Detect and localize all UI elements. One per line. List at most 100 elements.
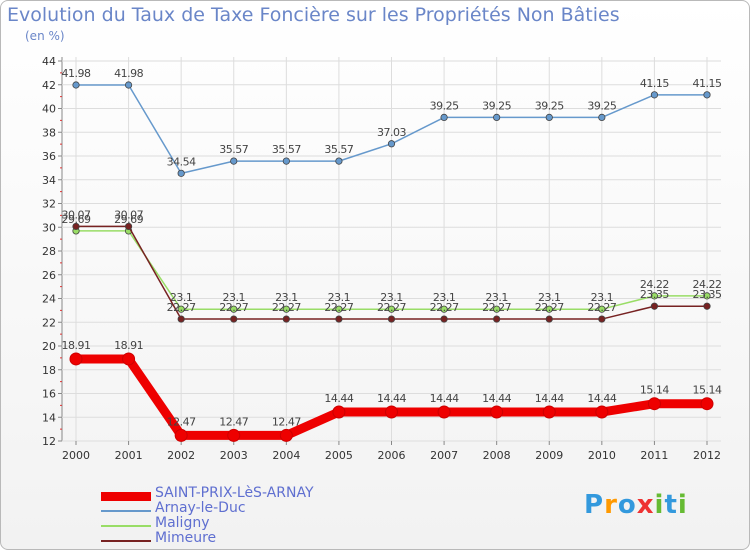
data-point — [493, 305, 501, 313]
logo-letter: x — [636, 490, 655, 520]
data-point — [545, 305, 553, 313]
data-label: 37.03 — [377, 126, 406, 139]
data-label: 29.69 — [62, 213, 91, 226]
data-point — [122, 352, 136, 366]
data-label: 23.1 — [170, 291, 193, 304]
data-label: 30.07 — [62, 208, 91, 221]
data-point — [700, 397, 714, 411]
data-point — [703, 302, 711, 310]
x-tick-label: 2010 — [588, 449, 616, 462]
legend-swatch — [101, 510, 151, 512]
data-point — [598, 315, 606, 323]
data-point — [650, 292, 659, 300]
data-label: 35.57 — [324, 143, 353, 156]
y-tick-label: 28 — [42, 245, 56, 258]
data-label: 12.47 — [219, 415, 248, 428]
data-label: 22.27 — [324, 301, 353, 314]
x-tick-label: 2006 — [378, 449, 406, 462]
data-label: 23.1 — [433, 291, 456, 304]
data-label: 14.44 — [324, 392, 353, 405]
data-label: 41.15 — [693, 77, 722, 90]
data-label: 23.35 — [693, 288, 722, 301]
data-label: 15.14 — [693, 384, 722, 397]
data-point — [545, 113, 553, 122]
data-point — [227, 428, 241, 442]
data-point — [545, 315, 553, 323]
y-tick-label: 32 — [42, 198, 56, 211]
logo-letter: P — [584, 490, 605, 520]
y-axis-unit-label: (en %) — [25, 29, 65, 43]
data-label: 18.91 — [114, 339, 143, 352]
logo-letter: o — [617, 490, 637, 520]
data-label: 22.27 — [219, 301, 248, 314]
legend-label: Arnay-le-Duc — [155, 500, 246, 516]
data-label: 14.44 — [535, 392, 564, 405]
y-tick-label: 30 — [42, 221, 56, 234]
data-label: 35.57 — [219, 143, 248, 156]
y-tick-label: 42 — [42, 79, 56, 92]
data-label: 22.27 — [430, 301, 459, 314]
data-point — [335, 157, 343, 165]
x-tick-label: 2001 — [115, 449, 143, 462]
data-point — [174, 428, 188, 442]
data-label: 14.44 — [482, 392, 511, 405]
data-label: 23.1 — [538, 291, 561, 304]
data-point — [335, 305, 343, 313]
data-label: 41.98 — [114, 67, 143, 80]
series-saint-prix-l-s-arnay: 18.91 18.91 12.47 12.47 12.47 14.44 14.44 14.44… — [62, 339, 722, 442]
data-label: 41.15 — [640, 77, 669, 90]
data-point — [493, 113, 501, 122]
data-point — [230, 315, 238, 323]
data-point — [703, 292, 711, 300]
x-tick-label: 2000 — [62, 449, 90, 462]
data-label: 39.25 — [587, 99, 616, 112]
x-tick-label: 2007 — [430, 449, 458, 462]
data-label: 23.1 — [328, 291, 351, 304]
data-point — [177, 315, 185, 323]
y-tick-label: 26 — [42, 269, 56, 282]
proxiti-logo: Proxiti — [584, 490, 688, 520]
data-label: 14.44 — [377, 392, 406, 405]
y-tick-label: 12 — [42, 435, 56, 448]
data-point — [387, 140, 396, 148]
data-point — [72, 222, 80, 231]
data-label: 35.57 — [272, 143, 301, 156]
data-label: 23.1 — [485, 291, 508, 304]
data-label: 22.27 — [377, 301, 406, 314]
data-point — [230, 305, 238, 313]
data-label: 23.1 — [275, 291, 298, 304]
data-point — [598, 305, 606, 313]
y-tick-label: 20 — [42, 340, 56, 353]
data-point — [437, 405, 451, 419]
data-point — [647, 397, 661, 411]
legend-label: SAINT-PRIX-LèS-ARNAY — [155, 485, 314, 501]
series-maligny: 29.69 29.69 23.1 23.1 23.1 23.1 23.1 23.1 23.1 23… — [62, 213, 722, 313]
logo-letter: r — [604, 490, 618, 520]
data-label: 22.27 — [482, 301, 511, 314]
y-tick-label: 18 — [42, 364, 56, 377]
data-label: 24.22 — [640, 278, 669, 291]
series-mimeure: 30.07 30.07 22.27 22.27 22.27 22.27 22.27 22.27… — [62, 208, 722, 323]
x-tick-label: 2002 — [167, 449, 195, 462]
data-point — [650, 302, 659, 310]
data-point — [332, 405, 346, 419]
data-label: 14.44 — [587, 392, 616, 405]
data-point — [230, 157, 238, 165]
data-point — [650, 91, 659, 99]
legend-swatch — [101, 491, 151, 501]
data-point — [72, 81, 80, 89]
y-tick-label: 44 — [42, 55, 56, 68]
data-label: 23.1 — [591, 291, 614, 304]
data-point — [124, 81, 133, 89]
logo-letter: t — [664, 490, 678, 520]
data-point — [335, 315, 343, 323]
data-point — [598, 113, 606, 122]
data-label: 15.14 — [640, 384, 669, 397]
data-point — [124, 222, 133, 231]
data-label: 12.47 — [272, 415, 301, 428]
y-tick-label: 38 — [42, 126, 56, 139]
x-tick-label: 2008 — [483, 449, 511, 462]
legend-swatch — [101, 525, 151, 527]
data-label: 23.1 — [380, 291, 403, 304]
